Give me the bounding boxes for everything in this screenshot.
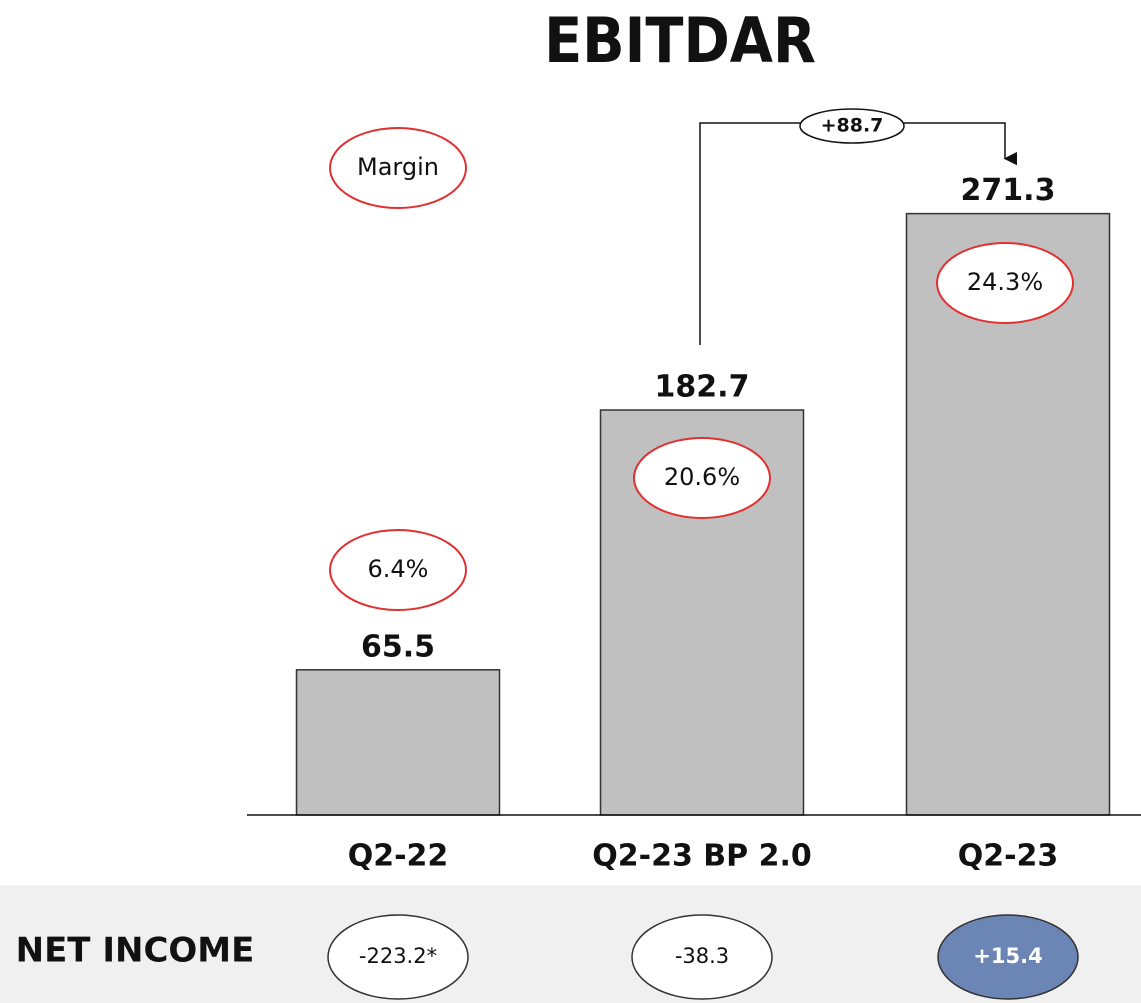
- net-income-label: NET INCOME: [16, 931, 255, 971]
- margin-bubble: [329, 529, 467, 611]
- change-label: +88.7: [821, 115, 884, 137]
- value-label: 271.3: [961, 173, 1056, 208]
- bar: [295, 669, 501, 816]
- margin-legend-bubble: [329, 127, 467, 209]
- value-label: 182.7: [655, 370, 750, 405]
- net-income-bubble: [631, 914, 773, 1000]
- net-income-value: -223.2*: [359, 944, 437, 968]
- margin-label: 20.6%: [664, 463, 740, 491]
- margin-label: 24.3%: [967, 268, 1043, 296]
- margin-bubble: [633, 437, 771, 519]
- change-bubble: [799, 108, 905, 144]
- net-income-value: -38.3: [675, 944, 729, 968]
- margin-label: 6.4%: [368, 555, 429, 583]
- x-tick-label: Q2-22: [348, 839, 449, 874]
- net-income-bubble: [937, 914, 1079, 1000]
- net-income-bubble: [327, 914, 469, 1000]
- margin-bubble: [936, 242, 1074, 324]
- chart-title: EBITDAR: [544, 4, 816, 77]
- value-label: 65.5: [361, 629, 435, 664]
- x-tick-label: Q2-23: [958, 839, 1059, 874]
- margin-legend: Margin: [357, 153, 439, 181]
- x-tick-label: Q2-23 BP 2.0: [592, 839, 811, 874]
- net-income-value: +15.4: [973, 944, 1042, 968]
